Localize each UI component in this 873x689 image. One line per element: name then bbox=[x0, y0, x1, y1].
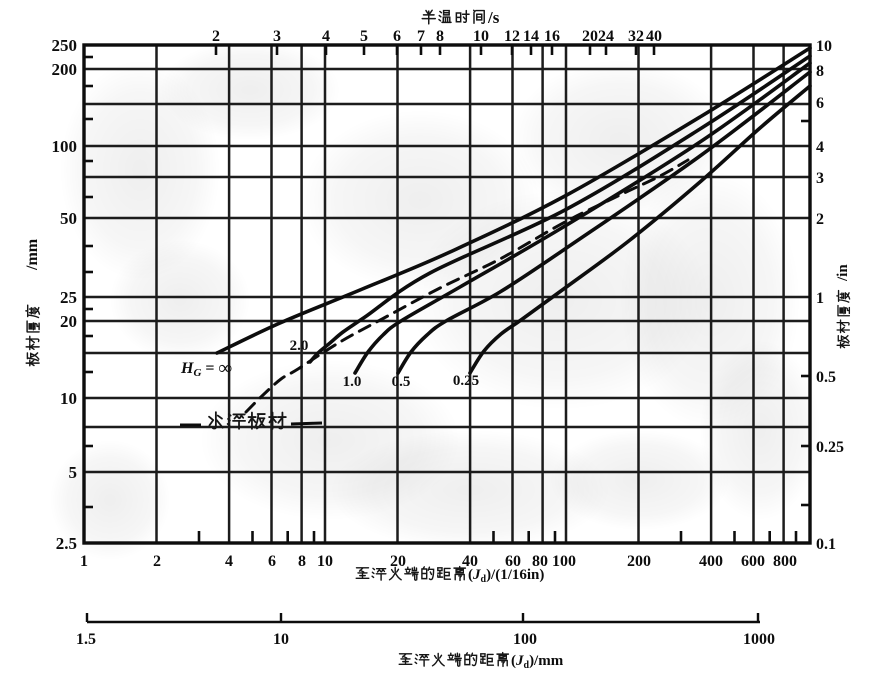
svg-text:100: 100 bbox=[513, 631, 537, 648]
svg-text:600: 600 bbox=[741, 553, 765, 570]
svg-text:10: 10 bbox=[816, 38, 832, 55]
svg-text:12: 12 bbox=[504, 28, 520, 45]
svg-text:1000: 1000 bbox=[743, 631, 775, 648]
svg-text:20: 20 bbox=[60, 312, 77, 331]
svg-text:0.25: 0.25 bbox=[453, 373, 479, 389]
svg-text:2: 2 bbox=[816, 211, 824, 228]
svg-text:1.5: 1.5 bbox=[76, 631, 96, 648]
svg-text:100: 100 bbox=[552, 553, 576, 570]
svg-text:250: 250 bbox=[52, 36, 78, 55]
svg-text:40: 40 bbox=[462, 553, 478, 570]
svg-text:7: 7 bbox=[417, 28, 425, 45]
svg-text:24: 24 bbox=[598, 28, 614, 45]
svg-text:6: 6 bbox=[816, 95, 824, 112]
svg-text:8: 8 bbox=[816, 63, 824, 80]
svg-text:16: 16 bbox=[544, 28, 560, 45]
svg-text:1: 1 bbox=[80, 553, 88, 570]
svg-text:14: 14 bbox=[523, 28, 539, 45]
svg-text:400: 400 bbox=[699, 553, 723, 570]
svg-text:8: 8 bbox=[298, 553, 306, 570]
svg-text:0.5: 0.5 bbox=[392, 374, 411, 390]
svg-text:200: 200 bbox=[627, 553, 651, 570]
svg-text:2: 2 bbox=[212, 28, 220, 45]
svg-text:20: 20 bbox=[582, 28, 598, 45]
svg-text:6: 6 bbox=[268, 553, 276, 570]
svg-text:25: 25 bbox=[60, 288, 77, 307]
svg-text:32: 32 bbox=[628, 28, 644, 45]
svg-text:(Jd)/(1/16in): (Jd)/(1/16in) bbox=[468, 567, 544, 585]
svg-text:/mm: /mm bbox=[24, 238, 41, 271]
svg-text:0.5: 0.5 bbox=[816, 369, 836, 386]
svg-text:3: 3 bbox=[816, 170, 824, 187]
svg-text:4: 4 bbox=[816, 139, 824, 156]
svg-text:2.0: 2.0 bbox=[290, 338, 309, 354]
svg-text:10: 10 bbox=[317, 553, 333, 570]
svg-text:10: 10 bbox=[60, 389, 77, 408]
svg-text:40: 40 bbox=[646, 28, 662, 45]
svg-text:6: 6 bbox=[393, 28, 401, 45]
svg-text:2: 2 bbox=[153, 553, 161, 570]
svg-text:0.1: 0.1 bbox=[816, 536, 836, 553]
svg-text:10: 10 bbox=[473, 28, 489, 45]
svg-text:4: 4 bbox=[225, 553, 233, 570]
svg-text:4: 4 bbox=[322, 28, 330, 45]
svg-text:5: 5 bbox=[360, 28, 368, 45]
svg-text:100: 100 bbox=[52, 137, 78, 156]
svg-text:3: 3 bbox=[273, 28, 281, 45]
svg-text:10: 10 bbox=[273, 631, 289, 648]
svg-text:2.5: 2.5 bbox=[56, 534, 77, 553]
svg-text:20: 20 bbox=[390, 553, 406, 570]
svg-text:60: 60 bbox=[505, 553, 521, 570]
svg-text:1.0: 1.0 bbox=[343, 374, 362, 390]
svg-text:50: 50 bbox=[60, 209, 77, 228]
svg-text:200: 200 bbox=[52, 60, 78, 79]
svg-text:(Jd)/mm: (Jd)/mm bbox=[511, 653, 564, 671]
svg-text:/s: /s bbox=[487, 8, 500, 27]
svg-text:5: 5 bbox=[69, 463, 78, 482]
svg-text:800: 800 bbox=[773, 553, 797, 570]
svg-text:80: 80 bbox=[532, 553, 548, 570]
svg-text:HG = ∞: HG = ∞ bbox=[180, 358, 232, 379]
svg-text:0.25: 0.25 bbox=[816, 439, 844, 456]
svg-text:1: 1 bbox=[816, 290, 824, 307]
svg-text:8: 8 bbox=[436, 28, 444, 45]
svg-text:/in: /in bbox=[835, 264, 851, 282]
